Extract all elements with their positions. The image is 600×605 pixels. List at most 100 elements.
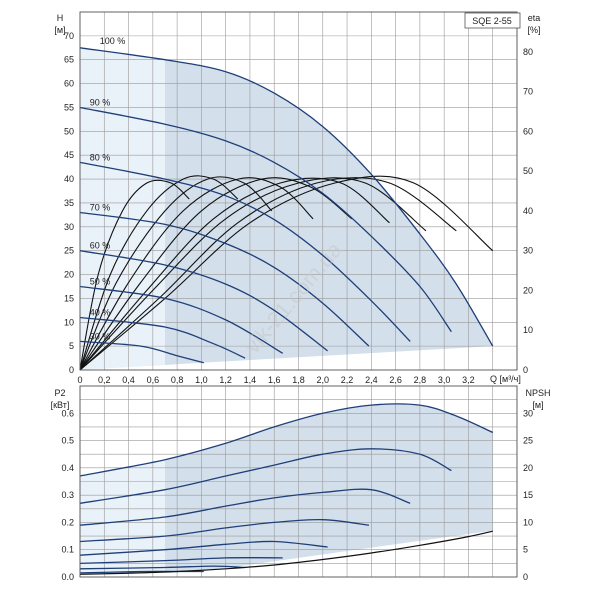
top-right-tick-label: 0: [523, 365, 528, 375]
bottom-left-tick-label: 0.4: [61, 463, 74, 473]
efficiency-curve-4: [79, 177, 314, 371]
bottom-right-axis-unit: [м]: [532, 400, 543, 410]
bottom-left-tick-label: 0.6: [61, 408, 74, 418]
efficiency-curve-5: [79, 177, 353, 371]
speed-label: 60 %: [90, 241, 111, 251]
top-right-tick-label: 40: [523, 206, 533, 216]
x-tick-label: 1,8: [292, 375, 305, 385]
bottom-right-tick-label: 15: [523, 490, 533, 500]
x-tick-label: 1,6: [268, 375, 281, 385]
bottom-right-tick-label: 20: [523, 463, 533, 473]
bottom-left-tick-label: 0.2: [61, 517, 74, 527]
top-plot-frame: [79, 11, 518, 371]
head-curve-40pct: [79, 316, 246, 359]
power-curve-6: [79, 557, 283, 565]
speed-label: 40 %: [90, 307, 111, 317]
power-curve-1: [79, 403, 493, 477]
power-curve-7: [79, 565, 246, 570]
top-left-tick-label: 60: [64, 79, 74, 89]
x-tick-label: 1,0: [195, 375, 208, 385]
x-tick-label: 3,2: [462, 375, 475, 385]
chart-title: SQE 2-55: [472, 16, 512, 26]
top-left-tick-label: 15: [64, 293, 74, 303]
top-right-tick-label: 60: [523, 126, 533, 136]
top-left-tick-label: 30: [64, 222, 74, 232]
x-tick-label: 3,0: [438, 375, 451, 385]
power-curve-8: [79, 570, 204, 574]
top-left-tick-label: 65: [64, 55, 74, 65]
bottom-left-tick-label: 0.0: [61, 572, 74, 582]
head-curve-60pct: [79, 250, 328, 352]
top-region-shaded: [164, 59, 493, 365]
speed-label: 90 %: [90, 97, 111, 107]
efficiency-curve-9: [79, 175, 494, 371]
efficiency-curve-3: [79, 176, 273, 371]
top-right-tick-label: 20: [523, 285, 533, 295]
bottom-left-axis-unit: [кВт]: [51, 400, 70, 410]
bottom-right-tick-label: 0: [523, 572, 528, 582]
speed-label: 100 %: [100, 36, 126, 46]
top-left-tick-label: 50: [64, 126, 74, 136]
efficiency-curve-1: [79, 179, 190, 371]
top-left-axis-unit: [м]: [54, 25, 65, 35]
head-curve-80pct: [79, 161, 411, 342]
model-label-box: [464, 12, 521, 29]
top-left-tick-label: 25: [64, 246, 74, 256]
x-tick-label: 2,2: [341, 375, 354, 385]
top-right-axis-unit: [%]: [527, 25, 540, 35]
x-tick-label: 0,6: [147, 375, 160, 385]
x-tick-label: 2,0: [317, 375, 330, 385]
top-right-tick-label: 10: [523, 325, 533, 335]
x-axis-label: Q [м³/ч]: [490, 374, 521, 384]
head-curve-30pct: [79, 340, 204, 364]
x-tick-label: 1,4: [244, 375, 257, 385]
head-curve-70pct: [79, 211, 370, 347]
head-curve-90pct: [79, 106, 452, 333]
bottom-plot-frame: [79, 385, 518, 578]
bottom-left-tick-label: 0.3: [61, 490, 74, 500]
top-left-tick-label: 70: [64, 31, 74, 41]
x-tick-label: 1,2: [219, 375, 232, 385]
speed-label: 70 %: [90, 202, 111, 212]
bottom-left-tick-label: 0.1: [61, 545, 74, 555]
top-left-axis-label: H: [57, 13, 64, 23]
bottom-operating-region: [80, 403, 493, 575]
x-tick-label: 0,8: [171, 375, 184, 385]
power-curve-3: [79, 488, 411, 526]
top-left-tick-label: 0: [69, 365, 74, 375]
head-curve-50pct: [79, 285, 284, 354]
top-left-tick-label: 55: [64, 102, 74, 112]
bottom-left-tick-label: 0.5: [61, 436, 74, 446]
top-left-tick-label: 20: [64, 270, 74, 280]
power-curve-5: [79, 540, 328, 556]
top-right-tick-label: 50: [523, 166, 533, 176]
top-left-tick-label: 45: [64, 150, 74, 160]
chart-frames: [79, 11, 518, 578]
efficiency-curve-7: [79, 177, 427, 371]
speed-label: 30 %: [90, 331, 111, 341]
npsh-curve: [79, 530, 493, 575]
power-curve-2: [79, 448, 452, 504]
speed-label: 50 %: [90, 276, 111, 286]
chart-series: [79, 47, 494, 575]
bottom-right-tick-label: 30: [523, 408, 533, 418]
top-right-tick-label: 70: [523, 87, 533, 97]
x-tick-label: 0,2: [98, 375, 111, 385]
bottom-left-axis-label: P2: [54, 388, 65, 398]
x-tick-label: 2,4: [365, 375, 378, 385]
top-left-tick-label: 5: [69, 341, 74, 351]
top-left-tick-label: 10: [64, 317, 74, 327]
head-curve-100pct: [79, 47, 494, 347]
bottom-region-shaded: [164, 403, 493, 573]
power-curve-4: [79, 518, 369, 543]
top-right-tick-label: 80: [523, 47, 533, 57]
x-tick-label: 0,4: [122, 375, 135, 385]
bottom-right-tick-label: 25: [523, 436, 533, 446]
x-tick-label: 0: [77, 375, 82, 385]
top-right-tick-label: 30: [523, 246, 533, 256]
top-left-tick-label: 35: [64, 198, 74, 208]
efficiency-curve-2: [79, 175, 239, 371]
x-tick-label: 2,8: [414, 375, 427, 385]
